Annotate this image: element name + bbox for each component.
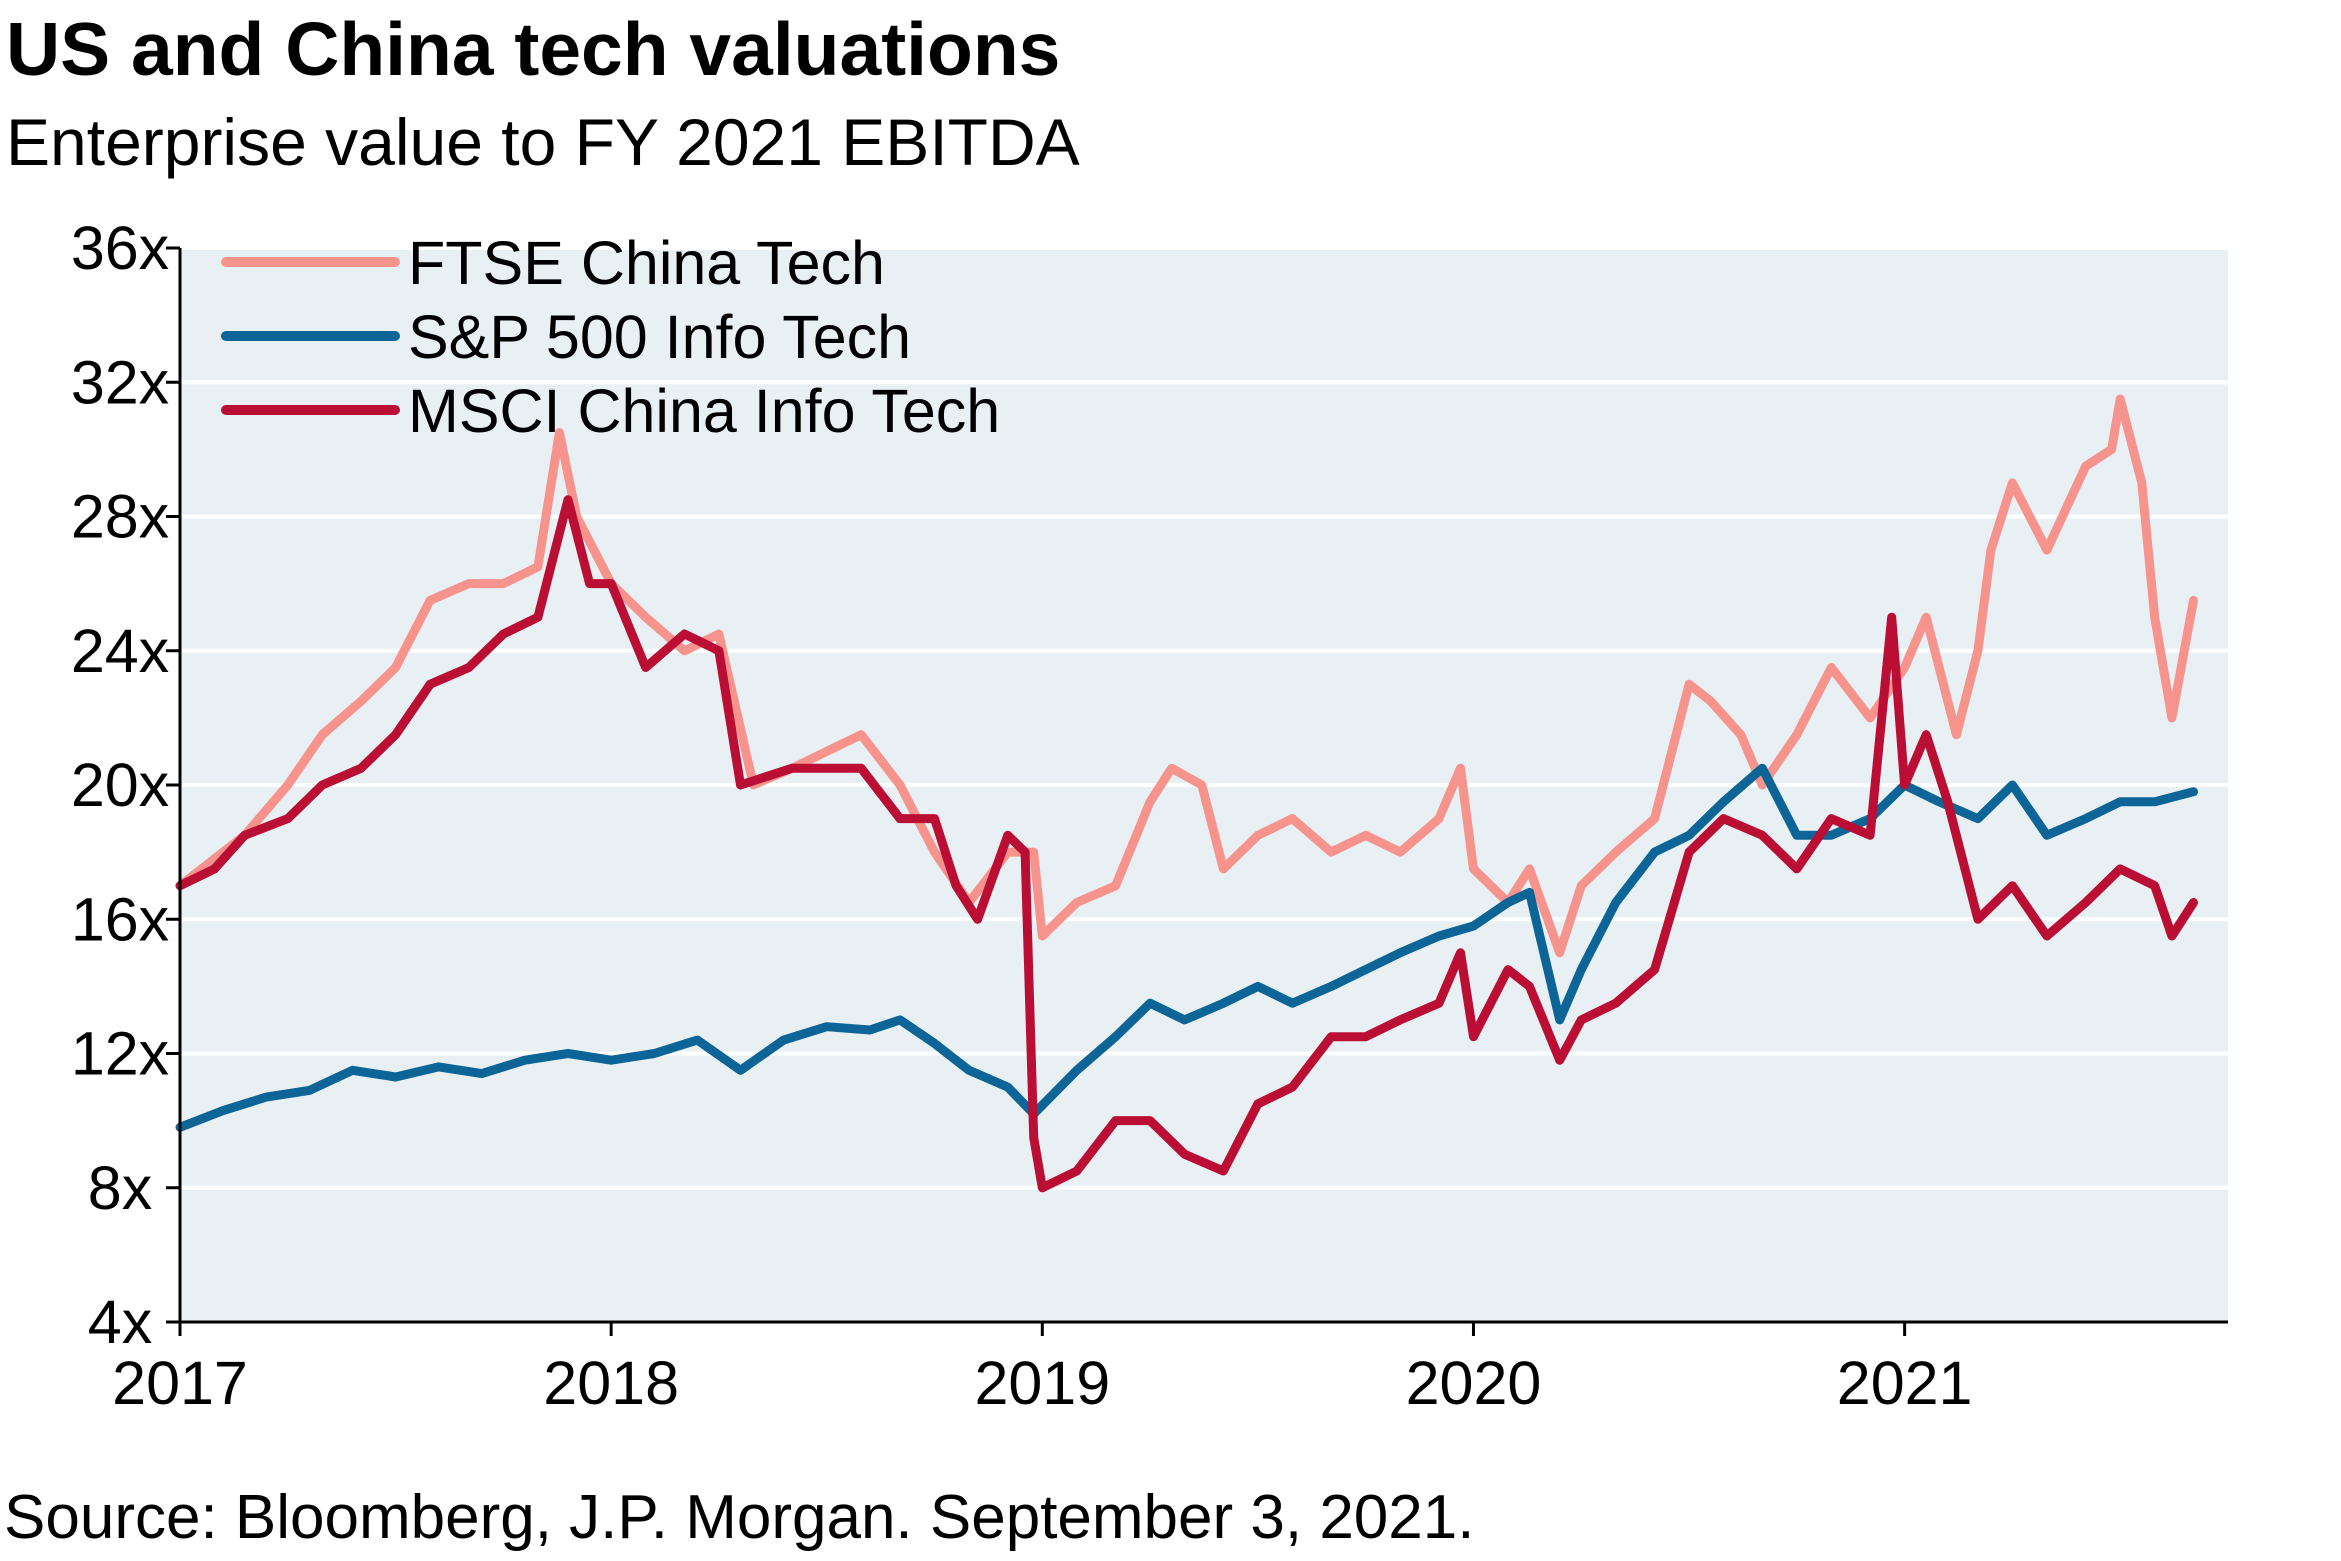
series-line-2 [175,495,2198,1193]
x-tick-label: 2020 [1406,1349,1542,1417]
legend-label-0: FTSE China Tech [408,229,885,297]
y-tick-label: 8x [88,1154,152,1222]
x-tick-label: 2017 [112,1349,248,1417]
y-axis-tick-labels: 4x 8x 12x 16x 20x 24x 28x 32x 36x [71,214,169,1356]
y-tick-label: 4x [88,1288,152,1356]
y-tick-label: 36x [71,214,169,282]
x-axis-tick-labels: 2017 2018 2019 2020 2021 [112,1349,1972,1417]
y-tick-label: 32x [71,348,169,416]
x-tick-label: 2018 [543,1349,679,1417]
x-tick-label: 2019 [974,1349,1110,1417]
chart-subtitle: Enterprise value to FY 2021 EBITDA [6,105,1080,179]
x-tick-label: 2021 [1837,1349,1973,1417]
series-lines [175,394,2198,1193]
axes [166,246,2228,1336]
y-tick-label: 16x [71,885,169,953]
legend-label-2: MSCI China Info Tech [408,377,1000,445]
source-note: Source: Bloomberg, J.P. Morgan. Septembe… [4,1483,1475,1552]
chart-title: US and China tech valuations [6,7,1061,91]
y-tick-label: 20x [71,751,169,819]
series-line-0 [175,394,2198,958]
y-tick-label: 28x [71,483,169,551]
legend-label-1: S&P 500 Info Tech [408,303,911,371]
y-tick-label: 24x [71,617,169,685]
y-tick-label: 12x [71,1020,169,1088]
